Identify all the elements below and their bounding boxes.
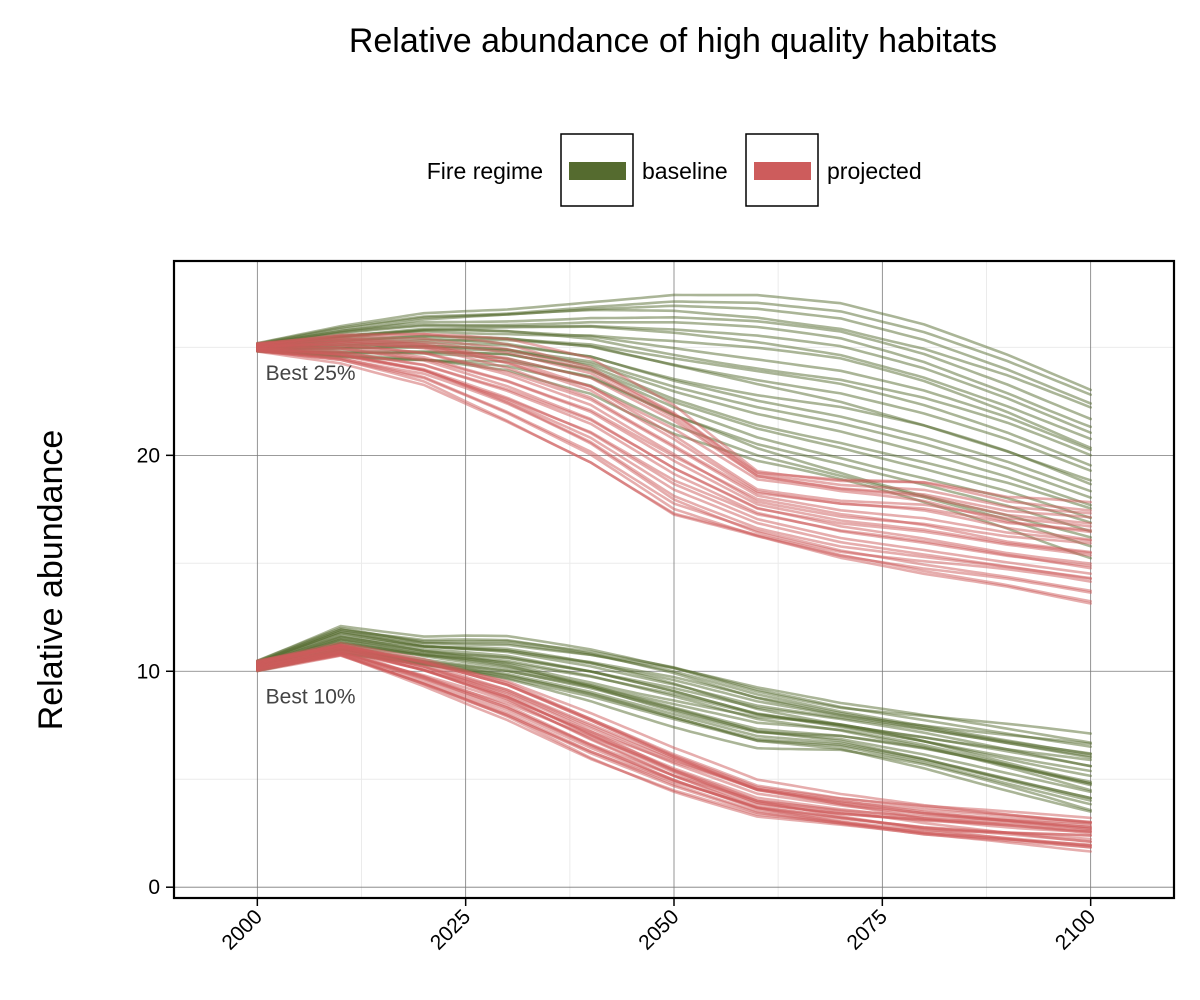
y-axis: 0 10 20 [137, 444, 174, 899]
ensemble-line-projected [255, 343, 1092, 543]
ensemble-line-baseline [255, 630, 1092, 756]
ensemble-line-projected [255, 346, 1092, 555]
legend: Fire regime baseline projected [427, 133, 922, 207]
ensemble-line-baseline [255, 635, 1092, 768]
legend-swatch-baseline [569, 162, 626, 180]
legend-label-projected: projected [827, 158, 922, 184]
x-tick-label: 2075 [843, 905, 892, 954]
ensemble-line-baseline [255, 308, 1092, 409]
ensemble-line-projected [255, 349, 1092, 593]
ensemble-line-projected [255, 337, 1092, 519]
series-group-label: Best 10% [266, 686, 356, 709]
y-tick-label: 20 [137, 444, 160, 467]
x-tick-label: 2050 [634, 905, 683, 954]
ensemble-line-baseline [255, 320, 1092, 429]
chart-title: Relative abundance of high quality habit… [349, 22, 997, 60]
ensemble-line-projected [255, 349, 1092, 603]
series-group-label: Best 25% [266, 362, 356, 385]
y-tick-label: 10 [137, 660, 160, 683]
ensemble-line-projected [255, 339, 1092, 525]
ensemble-line-projected [255, 347, 1092, 570]
annotations: Best 25% Best 10% [266, 362, 356, 709]
x-tick-label: 2025 [426, 905, 475, 954]
ensemble-line-baseline [255, 624, 1092, 735]
x-axis: 2000 2025 2050 2075 2100 [218, 898, 1100, 955]
ensemble-line-projected [255, 332, 1092, 504]
legend-swatch-projected [754, 162, 811, 180]
ensemble-line-baseline [255, 300, 1092, 397]
ensemble-line-projected [255, 348, 1092, 583]
ensemble-line-projected [255, 643, 1092, 825]
legend-key-projected-box [745, 133, 819, 207]
ensemble-line-projected [255, 345, 1092, 554]
legend-label-baseline: baseline [642, 158, 728, 184]
x-tick-label: 2100 [1051, 905, 1100, 954]
ensemble-line-baseline [255, 325, 1092, 441]
y-axis-title: Relative abundance [32, 430, 70, 731]
series-lines [255, 293, 1092, 853]
x-tick-label: 2000 [218, 905, 267, 954]
ensemble-line-baseline [255, 630, 1092, 755]
y-tick-label: 0 [148, 876, 160, 899]
ensemble-line-baseline [255, 293, 1092, 392]
ensemble-line-baseline [255, 346, 1092, 507]
legend-key-baseline-box [560, 133, 634, 207]
legend-title: Fire regime [427, 158, 543, 184]
